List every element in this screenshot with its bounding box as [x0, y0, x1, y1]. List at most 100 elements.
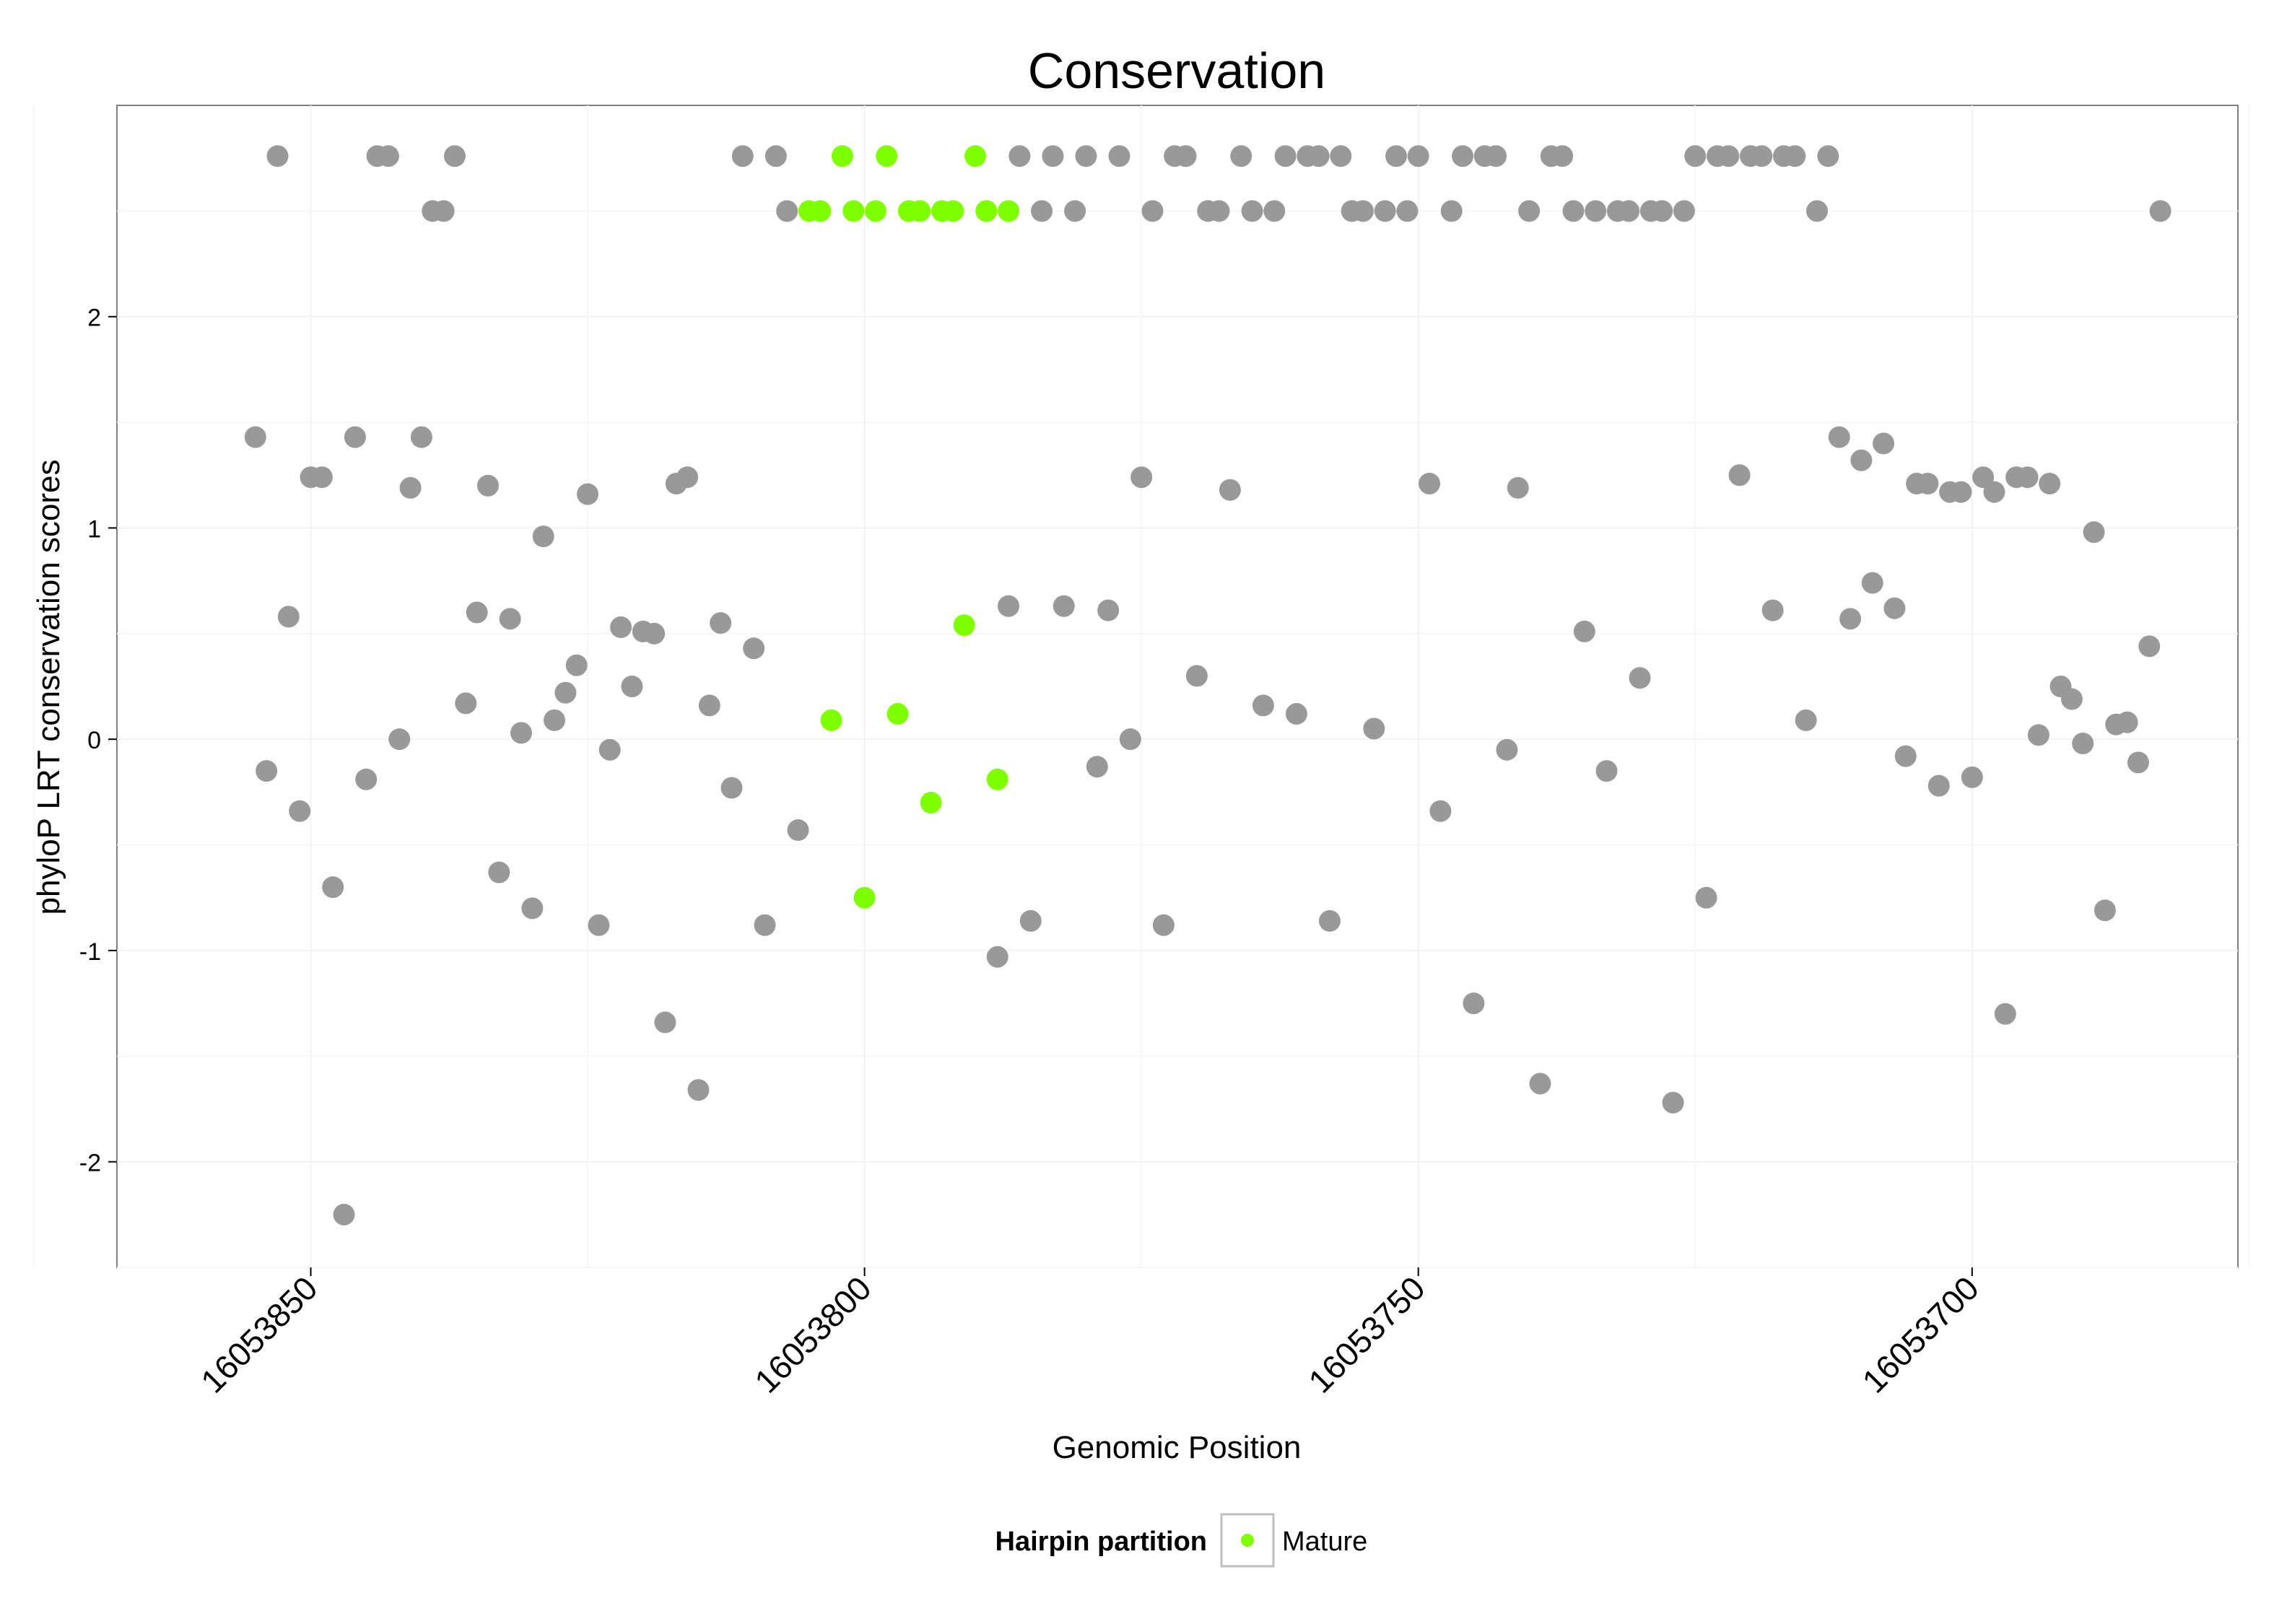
data-point — [720, 777, 743, 799]
data-points — [244, 145, 2171, 1226]
mature-point — [953, 614, 975, 637]
data-point — [1219, 479, 1241, 501]
legend-key-mature-dot — [1241, 1534, 1254, 1547]
data-point — [244, 426, 266, 448]
data-point — [2149, 200, 2171, 222]
data-point — [544, 709, 566, 731]
data-point — [2138, 635, 2161, 658]
data-point — [1407, 145, 1429, 167]
data-point — [643, 622, 666, 645]
data-point — [266, 145, 289, 167]
x-axis: 16053850 16053800 16053750 16053700 — [193, 1267, 1986, 1400]
legend: Hairpin partition Mature — [996, 1513, 1367, 1568]
data-point — [1241, 200, 1263, 222]
data-point — [1131, 466, 1153, 489]
data-point — [1883, 597, 1906, 619]
data-point — [676, 466, 699, 489]
data-point — [333, 1203, 355, 1226]
data-point — [455, 692, 477, 715]
data-point — [355, 768, 378, 790]
data-point — [986, 946, 1009, 968]
data-point — [1419, 472, 1441, 494]
grid-lines — [32, 105, 2250, 1268]
data-point — [610, 616, 632, 639]
data-point — [388, 728, 411, 751]
data-point — [256, 760, 278, 782]
mature-point — [998, 200, 1020, 222]
data-point — [1463, 992, 1485, 1015]
x-tick-label: 16053800 — [747, 1269, 878, 1400]
data-point — [322, 876, 344, 899]
data-point — [310, 466, 333, 489]
y-tick-label: 2 — [87, 305, 101, 332]
data-point — [1507, 476, 1529, 499]
data-point — [1374, 200, 1396, 222]
data-point — [1274, 145, 1297, 167]
mature-point — [853, 886, 876, 909]
y-tick-label: -1 — [79, 938, 101, 966]
data-point — [743, 637, 765, 660]
data-point — [521, 897, 544, 920]
data-point — [621, 676, 643, 697]
data-point — [1396, 200, 1419, 222]
data-point — [443, 145, 466, 167]
mature-point — [964, 145, 987, 167]
x-tick-label: 16053700 — [1855, 1269, 1985, 1400]
data-point — [1318, 909, 1341, 932]
data-point — [410, 426, 432, 448]
data-point — [1972, 466, 1995, 489]
x-tick-label: 16053850 — [193, 1269, 324, 1400]
data-point — [1330, 145, 1352, 167]
data-point — [1618, 200, 1640, 222]
data-point — [1152, 914, 1175, 936]
data-point — [1285, 703, 1307, 725]
data-point — [1861, 572, 1883, 594]
data-point — [2027, 724, 2049, 746]
data-point — [2072, 733, 2094, 755]
data-point — [998, 595, 1020, 617]
data-point — [1452, 145, 1474, 167]
data-point — [1673, 200, 1695, 222]
legend-title: Hairpin partition — [996, 1527, 1207, 1557]
data-point — [2127, 751, 2149, 774]
data-point — [1850, 449, 1873, 471]
mature-point — [942, 200, 964, 222]
data-point — [565, 654, 588, 676]
data-point — [2083, 521, 2105, 543]
legend-label-mature: Mature — [1282, 1527, 1367, 1557]
data-point — [510, 722, 532, 744]
data-point — [1185, 665, 1208, 687]
data-point — [754, 914, 776, 936]
plot-panel — [116, 105, 2239, 1268]
data-point — [2116, 711, 2138, 733]
data-point — [1053, 595, 1075, 617]
data-point — [1551, 145, 1574, 167]
data-point — [787, 819, 809, 842]
data-point — [2060, 688, 2083, 710]
data-point — [1518, 200, 1541, 222]
data-point — [731, 145, 754, 167]
data-point — [1717, 145, 1740, 167]
y-tick-label: 0 — [87, 727, 101, 754]
data-point — [377, 145, 399, 167]
data-point — [1263, 200, 1286, 222]
mature-point — [909, 200, 931, 222]
data-point — [1894, 745, 1917, 767]
data-point — [499, 608, 521, 630]
mature-point — [820, 709, 842, 731]
data-point — [1927, 774, 1950, 797]
data-point — [1684, 145, 1707, 167]
data-point — [1994, 1003, 2016, 1025]
data-point — [1031, 200, 1053, 222]
data-point — [1351, 200, 1374, 222]
data-point — [588, 914, 610, 936]
legend-key-box — [1220, 1513, 1275, 1568]
data-point — [1562, 200, 1585, 222]
data-point — [466, 601, 488, 624]
data-point — [554, 681, 577, 704]
data-point — [1950, 481, 1972, 503]
data-point — [1784, 145, 1806, 167]
mature-point — [842, 200, 865, 222]
data-point — [1595, 760, 1618, 782]
mature-point — [920, 792, 942, 813]
